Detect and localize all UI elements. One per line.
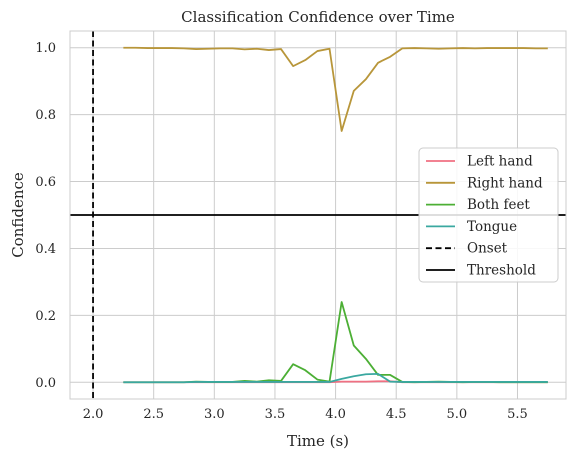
legend-items: Left hand Right hand Both feet Tongue Onset T…: [426, 154, 543, 279]
x-tick-label: 5.0: [447, 407, 468, 422]
legend-label: Threshold: [467, 263, 536, 279]
chart-title: Classification Confidence over Time: [181, 8, 455, 26]
x-tick-label: 4.5: [386, 407, 407, 422]
y-tick-label: 0.8: [35, 108, 56, 123]
legend-label: Right hand: [467, 175, 543, 191]
x-tick-label: 5.5: [507, 407, 528, 422]
plot-frame: [69, 30, 567, 400]
x-tick-label: 3.5: [265, 407, 286, 422]
y-tick-label: 1.0: [35, 41, 56, 56]
x-tick-label: 2.5: [143, 407, 164, 422]
series-layer: [123, 46, 548, 384]
y-tick-label: 0.4: [35, 242, 56, 257]
y-tick-label: 0.2: [35, 309, 56, 324]
legend-label: Left hand: [467, 154, 533, 170]
legend: Left hand Right hand Both feet Tongue Onset T…: [418, 147, 559, 283]
y-tick-label: 0.6: [35, 175, 56, 190]
x-tick-label: 2.0: [83, 407, 104, 422]
legend-box: [418, 147, 559, 283]
tick-labels: 2.0 2.5 3.0 3.5 4.0 4.5 5.0 5.5 0.0 0.2 0.4 0.6 0.8 1…: [35, 41, 528, 422]
y-axis-label: Confidence: [9, 172, 27, 258]
series-line-right-hand: [123, 46, 548, 132]
series-line-tongue: [123, 373, 548, 384]
y-tick-label: 0.0: [35, 376, 56, 391]
x-tick-label: 4.0: [325, 407, 346, 422]
x-axis-label: Time (s): [287, 432, 349, 450]
legend-label: Both feet: [467, 197, 530, 213]
legend-label: Tongue: [467, 219, 517, 235]
x-tick-label: 3.0: [204, 407, 225, 422]
legend-label: Onset: [467, 241, 508, 257]
